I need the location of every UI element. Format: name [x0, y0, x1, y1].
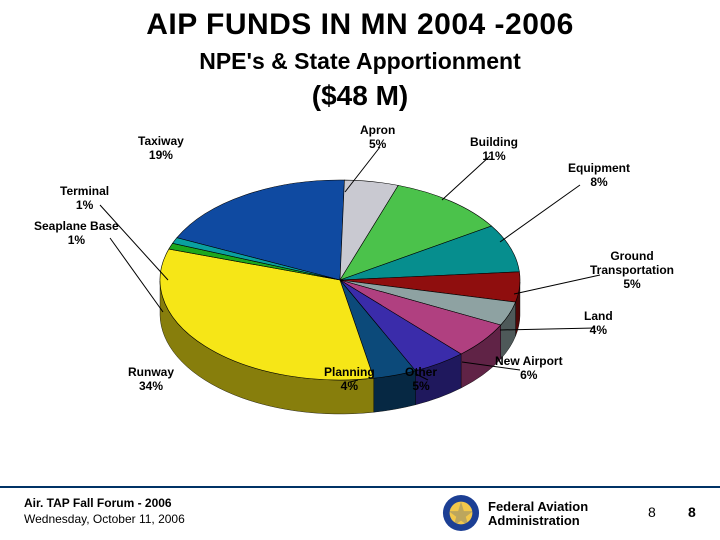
slice-label-apron: Apron5% — [360, 124, 395, 152]
slice-label-planning: Planning4% — [324, 366, 375, 394]
page-title-3: ($48 M) — [0, 80, 720, 112]
faa-seal-icon — [442, 494, 480, 532]
slide-root: { "titles": { "line1": "AIP FUNDS IN MN … — [0, 0, 720, 540]
footer-event: Air. TAP Fall Forum - 2006 — [24, 496, 172, 510]
slice-label-land: Land4% — [584, 310, 613, 338]
slice-label-terminal: Terminal1% — [60, 185, 109, 213]
agency-line2: Administration — [488, 513, 580, 528]
page-title-2: NPE's & State Apportionment — [0, 48, 720, 75]
slice-label-building: Building11% — [470, 136, 518, 164]
agency-name: Federal Aviation Administration — [488, 500, 588, 529]
footer-date: Wednesday, October 11, 2006 — [24, 512, 185, 526]
page-number-b: 8 — [688, 504, 696, 520]
slice-label-new-airport: New Airport6% — [495, 355, 563, 383]
pie-chart: Taxiway19%Apron5%Building11%Equipment8%G… — [40, 130, 680, 450]
slice-label-other: Other5% — [405, 366, 437, 394]
slice-label-seaplane-base: Seaplane Base1% — [34, 220, 119, 248]
slice-label-runway: Runway34% — [128, 366, 174, 394]
agency-line1: Federal Aviation — [488, 499, 588, 514]
slice-label-equipment: Equipment8% — [568, 162, 630, 190]
footer: Air. TAP Fall Forum - 2006 Wednesday, Oc… — [0, 486, 720, 540]
page-number-a: 8 — [648, 504, 656, 520]
page-title-1: AIP FUNDS IN MN 2004 -2006 — [0, 8, 720, 42]
slice-label-ground-transportation: GroundTransportation5% — [590, 250, 674, 291]
slice-label-taxiway: Taxiway19% — [138, 135, 184, 163]
